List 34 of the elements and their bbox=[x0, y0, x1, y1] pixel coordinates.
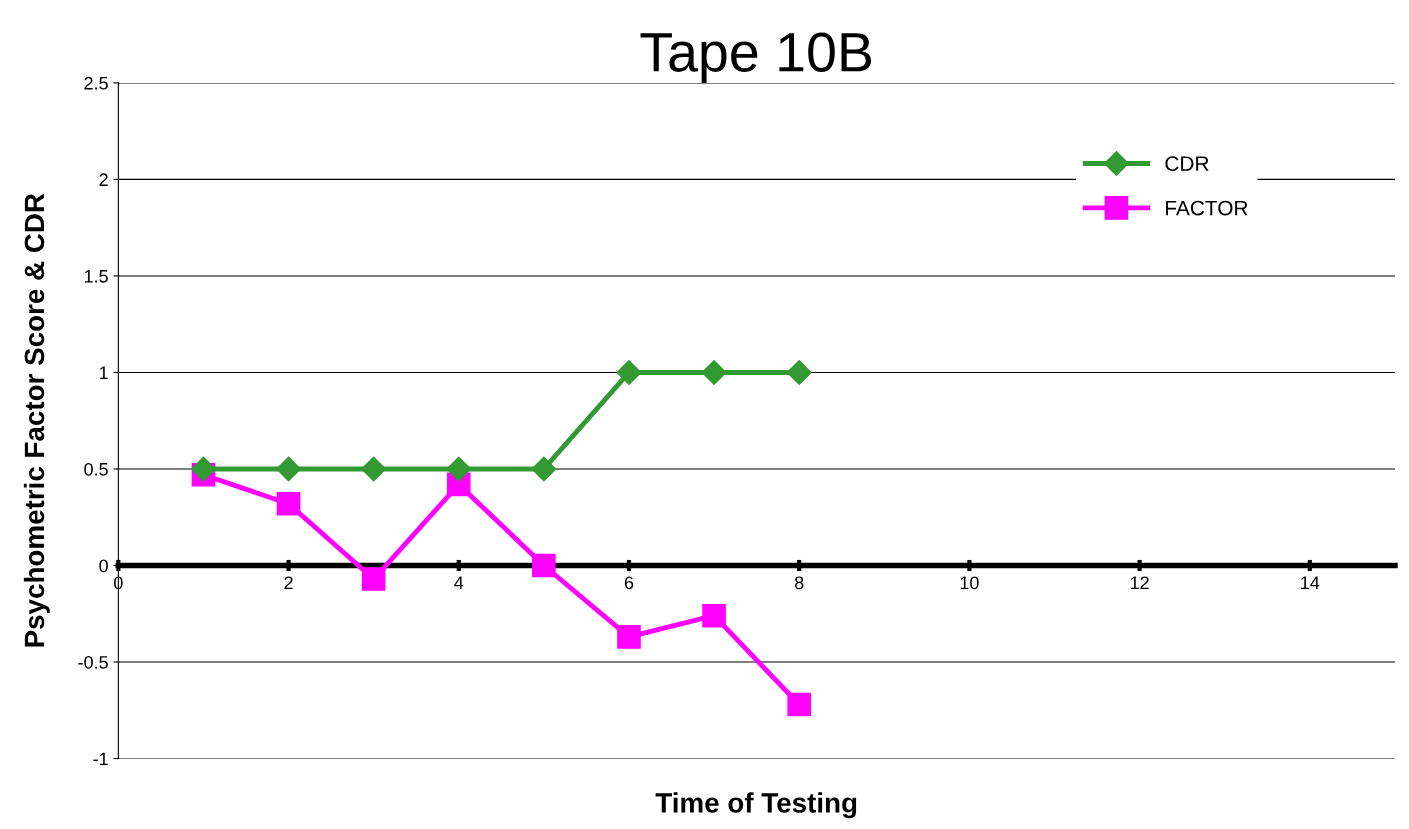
y-tick-label: -1 bbox=[93, 752, 108, 766]
y-axis-title: Psychometric Factor Score & CDR bbox=[23, 193, 50, 647]
legend-label: CDR bbox=[1165, 156, 1209, 171]
y-tick-label: 1 bbox=[99, 366, 108, 379]
x-tick-label: 6 bbox=[624, 576, 634, 590]
point bbox=[617, 625, 641, 649]
point bbox=[361, 456, 387, 482]
point bbox=[786, 359, 812, 385]
x-tick-label: 2 bbox=[284, 576, 293, 589]
point bbox=[787, 692, 811, 717]
point bbox=[531, 456, 557, 482]
point bbox=[276, 456, 302, 482]
x-tick-label: 10 bbox=[960, 576, 979, 590]
chart-title: Tape 10B bbox=[640, 32, 872, 83]
y-tick-label: 0.5 bbox=[84, 462, 108, 476]
point bbox=[701, 359, 727, 385]
point bbox=[276, 491, 301, 516]
x-tick-label: 12 bbox=[1130, 576, 1149, 589]
point bbox=[616, 359, 642, 385]
x-tick-label: 4 bbox=[454, 576, 464, 589]
x-tick-label: 14 bbox=[1301, 576, 1320, 589]
y-tick-label: 1.5 bbox=[84, 270, 108, 283]
point bbox=[446, 456, 472, 482]
y-tick-label: 2 bbox=[99, 173, 108, 186]
x-axis-title: Time of Testing bbox=[655, 792, 857, 819]
point bbox=[702, 603, 726, 628]
x-tick-label: 8 bbox=[794, 576, 804, 590]
point bbox=[361, 567, 386, 591]
point bbox=[190, 456, 216, 482]
point bbox=[532, 553, 556, 578]
y-tick-label: 0 bbox=[99, 559, 108, 573]
legend-label: FACTOR bbox=[1166, 200, 1248, 216]
y-tick-label: 2.5 bbox=[84, 76, 108, 90]
y-tick-label: -0.5 bbox=[78, 655, 108, 669]
